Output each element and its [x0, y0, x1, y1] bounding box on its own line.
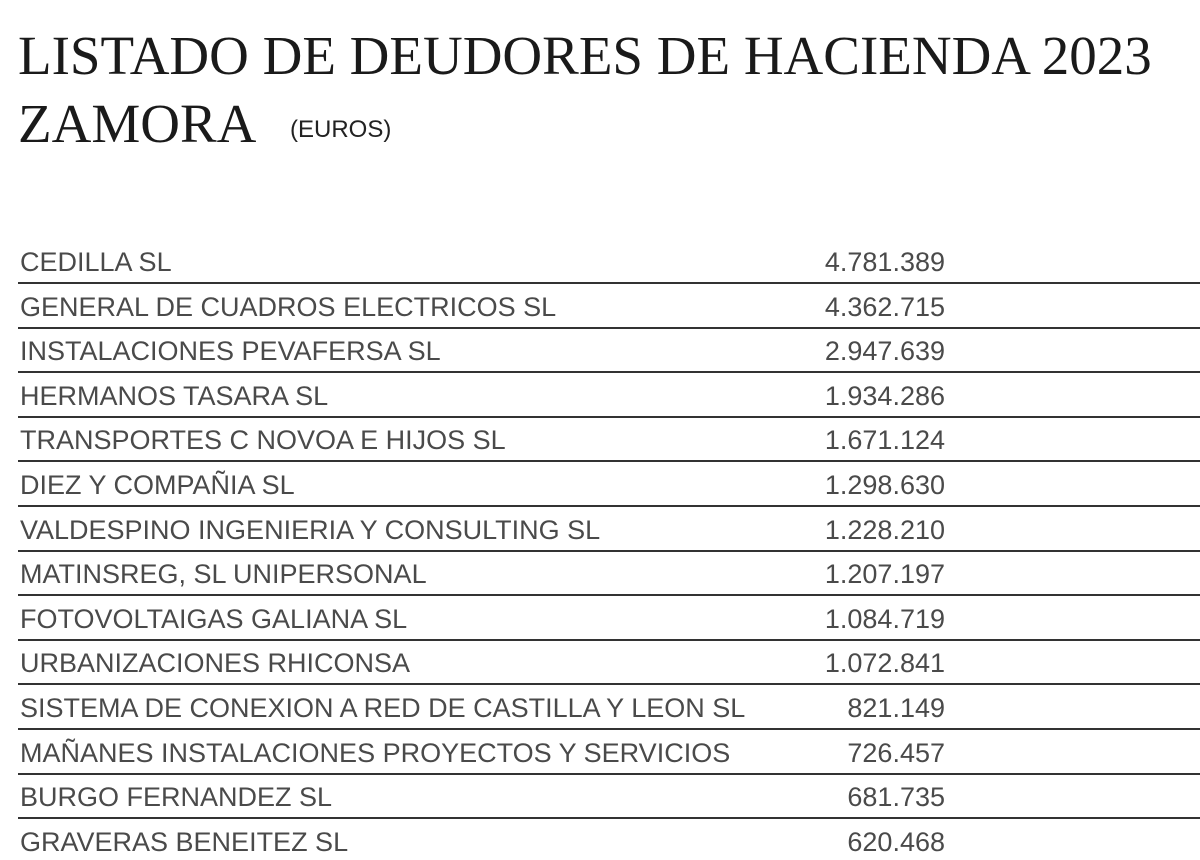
debtor-name: GRAVERAS BENEITEZ SL — [20, 826, 349, 857]
title: ZAMORA — [18, 93, 257, 154]
debtor-name: FOTOVOLTAIGAS GALIANA SL — [20, 603, 408, 634]
debt-amount: 1.228.210 — [824, 514, 945, 545]
debtor-name: DIEZ Y COMPAÑIA SL — [20, 470, 295, 500]
debtor-name: HERMANOS TASARA SL — [20, 380, 329, 411]
debtor-name: MATINSREG, SL UNIPERSONAL — [20, 559, 427, 590]
debt-amount: 726.457 — [847, 737, 945, 768]
debtor-name: MAÑANES INSTALACIONES PROYECTOS Y SERVIC… — [20, 737, 731, 768]
debt-amount: 1.084.719 — [824, 603, 945, 634]
debtor-name: BURGO FERNANDEZ SL — [20, 782, 333, 813]
table-row: MAÑANES INSTALACIONES PROYECTOS Y SERVIC… — [18, 731, 1200, 775]
debtor-name: CEDILLA SL — [20, 247, 172, 277]
debtor-name: INSTALACIONES PEVAFERSA SL — [20, 336, 441, 367]
debtor-name: TRANSPORTES C NOVOA E HIJOS SL — [20, 425, 506, 456]
table-row: URBANIZACIONES RHICONSA 1.072.841 — [18, 641, 1200, 686]
debt-amount: 2.947.639 — [824, 336, 945, 367]
debt-amount: 620.468 — [847, 826, 945, 857]
table-row: CEDILLA SL 4.781.389 — [18, 240, 1200, 284]
table-row: MATINSREG, SL UNIPERSONAL 1.207.197 — [18, 552, 1200, 597]
table-row: HERMANOS TASARA SL 1.934.286 — [18, 374, 1200, 418]
table-row: SISTEMA DE CONEXION A RED DE CASTILLA Y … — [18, 686, 1200, 730]
debtor-name: SISTEMA DE CONEXION A RED DE CASTILLA Y … — [20, 693, 746, 723]
debtor-name: GENERAL DE CUADROS ELECTRICOS SL — [20, 291, 557, 322]
debt-amount: 1.072.841 — [824, 648, 945, 679]
table-row: VALDESPINO INGENIERIA Y CONSULTING SL 1.2… — [18, 508, 1200, 552]
debt-amount: 1.934.286 — [824, 380, 945, 411]
table-row: TRANSPORTES C NOVOA E HIJOS SL 1.671.124 — [18, 418, 1200, 463]
debt-amount: 821.149 — [847, 693, 945, 723]
debt-amount: 1.207.197 — [824, 559, 945, 590]
unit-label: (EUROS) — [290, 116, 392, 143]
table-row: GRAVERAS BENEITEZ SL 620.468 — [18, 820, 1200, 860]
table-row: GENERAL DE CUADROS ELECTRICOS SL 4.362.71… — [18, 285, 1200, 329]
table-row: BURGO FERNANDEZ SL 681.735 — [18, 775, 1200, 820]
table-row: INSTALACIONES PEVAFERSA SL 2.947.639 — [18, 329, 1200, 374]
debt-amount: 681.735 — [847, 782, 945, 813]
table-row: FOTOVOLTAIGAS GALIANA SL 1.084.719 — [18, 597, 1200, 641]
debtor-name: VALDESPINO INGENIERIA Y CONSULTING SL — [20, 514, 601, 545]
debt-amount: 4.781.389 — [824, 247, 945, 277]
debtor-name: URBANIZACIONES RHICONSA — [20, 648, 411, 679]
debt-amount: 1.671.124 — [824, 425, 945, 456]
title: LISTADO DE DEUDORES DE HACIENDA 2023 — [18, 25, 1152, 86]
debt-amount: 1.298.630 — [824, 470, 945, 500]
table-row: DIEZ Y COMPAÑIA SL 1.298.630 — [18, 463, 1200, 507]
debt-amount: 4.362.715 — [824, 291, 945, 322]
